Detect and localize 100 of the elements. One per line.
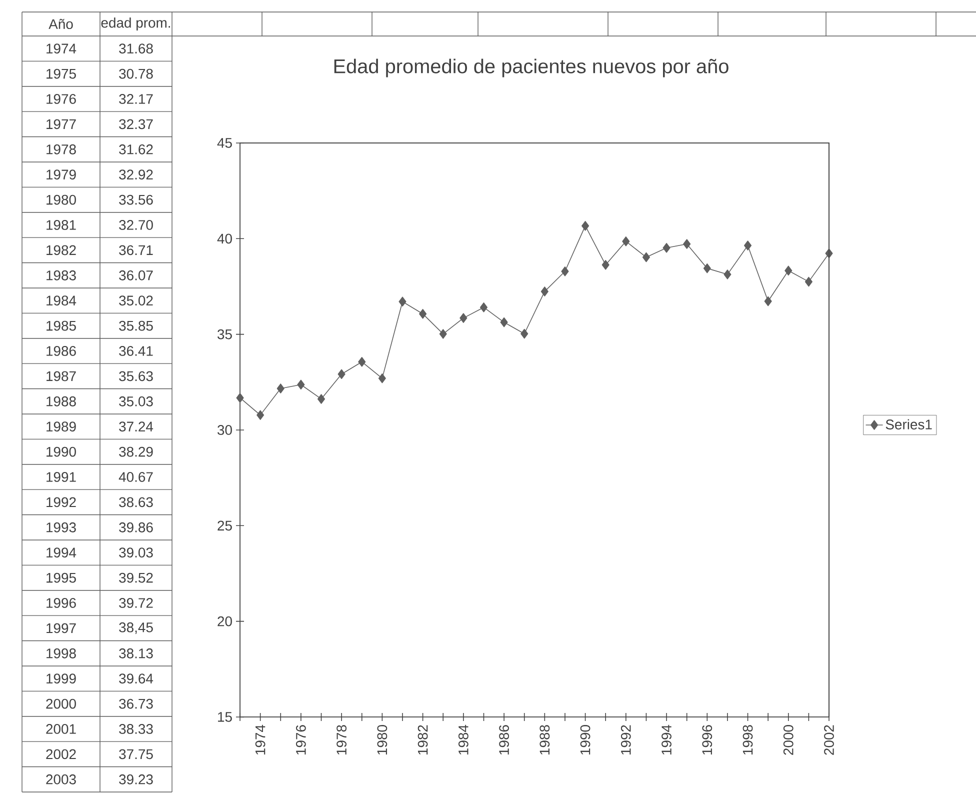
text: 32.37 bbox=[119, 119, 153, 130]
text: 32.92 bbox=[119, 170, 153, 180]
point bbox=[561, 266, 569, 276]
point bbox=[662, 242, 670, 253]
text: 36.73 bbox=[119, 698, 153, 709]
text: 1978 bbox=[46, 144, 76, 154]
text: 1998 bbox=[46, 648, 76, 658]
text: 35.63 bbox=[119, 371, 153, 382]
point bbox=[297, 380, 305, 390]
point bbox=[358, 356, 366, 367]
x-tick-label: 1982 bbox=[418, 725, 428, 754]
text: 2000 bbox=[46, 698, 76, 709]
point bbox=[378, 373, 386, 384]
text: 38.63 bbox=[119, 497, 153, 508]
point bbox=[276, 384, 284, 394]
text: 31.62 bbox=[119, 144, 153, 154]
text: 1987 bbox=[46, 371, 76, 382]
text: 1985 bbox=[46, 320, 76, 331]
text: 36.41 bbox=[119, 346, 153, 356]
point bbox=[500, 317, 508, 328]
text: 1997 bbox=[46, 623, 76, 634]
point bbox=[338, 369, 346, 380]
x-tick-label: 1992 bbox=[620, 725, 631, 754]
text: 39.23 bbox=[119, 774, 153, 784]
text: Año bbox=[48, 18, 73, 30]
point bbox=[703, 263, 711, 274]
text: 1981 bbox=[46, 220, 76, 230]
text: 1988 bbox=[46, 396, 76, 406]
y-tick-label: 30 bbox=[218, 425, 232, 435]
x-tick-label: 1984 bbox=[458, 724, 468, 754]
point bbox=[582, 220, 590, 231]
text: 37.24 bbox=[119, 422, 154, 432]
text: 1996 bbox=[46, 598, 76, 608]
text: 1993 bbox=[46, 522, 76, 532]
y-tick-label: 25 bbox=[218, 520, 232, 531]
x-tick-label: 1998 bbox=[742, 725, 753, 754]
text: 1977 bbox=[46, 119, 76, 130]
x-tick-label: 2002 bbox=[824, 725, 834, 755]
text: 38.13 bbox=[119, 648, 153, 658]
text: 38.33 bbox=[119, 724, 153, 734]
y-tick-label: 35 bbox=[218, 329, 232, 340]
text: 36.07 bbox=[119, 270, 153, 280]
text: 39.03 bbox=[119, 548, 153, 558]
text: 35.02 bbox=[119, 296, 153, 306]
x-tick-label: 1994 bbox=[662, 724, 672, 754]
y-tick-label: 15 bbox=[218, 712, 232, 722]
point bbox=[642, 252, 650, 262]
text: 35.85 bbox=[119, 320, 153, 331]
point bbox=[439, 329, 447, 339]
text: 1984 bbox=[46, 296, 76, 306]
text: 1995 bbox=[46, 572, 76, 583]
point bbox=[520, 328, 528, 339]
text: 1975 bbox=[46, 68, 76, 79]
point bbox=[256, 410, 264, 420]
text: 37.75 bbox=[119, 749, 153, 760]
text: 2001 bbox=[46, 724, 76, 734]
point bbox=[540, 286, 548, 296]
text: 35.03 bbox=[119, 396, 153, 406]
x-tick-label: 2000 bbox=[783, 725, 794, 755]
text: 32.17 bbox=[119, 94, 153, 104]
x-tick-label: 1996 bbox=[702, 725, 712, 754]
text: 38.29 bbox=[119, 446, 153, 457]
text: 39.72 bbox=[119, 598, 153, 608]
legend-label: Series1 bbox=[886, 419, 932, 430]
x-tick-label: 1978 bbox=[336, 725, 347, 754]
text: 38,45 bbox=[119, 622, 153, 634]
text: 1999 bbox=[46, 674, 76, 684]
text: 1982 bbox=[46, 245, 76, 256]
text: 1989 bbox=[46, 422, 76, 432]
text: 1991 bbox=[46, 472, 76, 482]
point bbox=[419, 308, 427, 319]
x-tick-label: 1986 bbox=[499, 725, 509, 754]
text: 1974 bbox=[46, 44, 76, 54]
text: 2003 bbox=[46, 774, 76, 784]
y-tick-label: 20 bbox=[218, 616, 232, 626]
x-tick-label: 1974 bbox=[255, 724, 266, 754]
text: 1994 bbox=[46, 548, 76, 558]
text: 39.64 bbox=[119, 674, 154, 684]
text: 1990 bbox=[46, 446, 76, 457]
text: 1976 bbox=[46, 94, 76, 104]
point bbox=[683, 239, 691, 249]
x-tick-label: 1990 bbox=[580, 725, 590, 754]
text: 36.71 bbox=[119, 245, 153, 256]
point bbox=[317, 394, 326, 404]
point bbox=[764, 296, 772, 306]
text: 1979 bbox=[46, 170, 76, 180]
text: 1980 bbox=[46, 194, 76, 205]
point bbox=[398, 296, 406, 306]
text: 39.86 bbox=[119, 522, 153, 532]
x-tick-label: 1976 bbox=[296, 725, 306, 754]
point bbox=[460, 313, 468, 323]
point bbox=[804, 276, 812, 287]
x-tick-label: 1980 bbox=[377, 725, 388, 754]
x-tick-label: 1988 bbox=[540, 725, 550, 754]
point bbox=[784, 266, 792, 276]
text: 33.56 bbox=[119, 194, 153, 205]
point bbox=[744, 240, 752, 250]
text: 1983 bbox=[46, 270, 76, 280]
point bbox=[622, 236, 630, 246]
text: 32.70 bbox=[119, 220, 153, 230]
